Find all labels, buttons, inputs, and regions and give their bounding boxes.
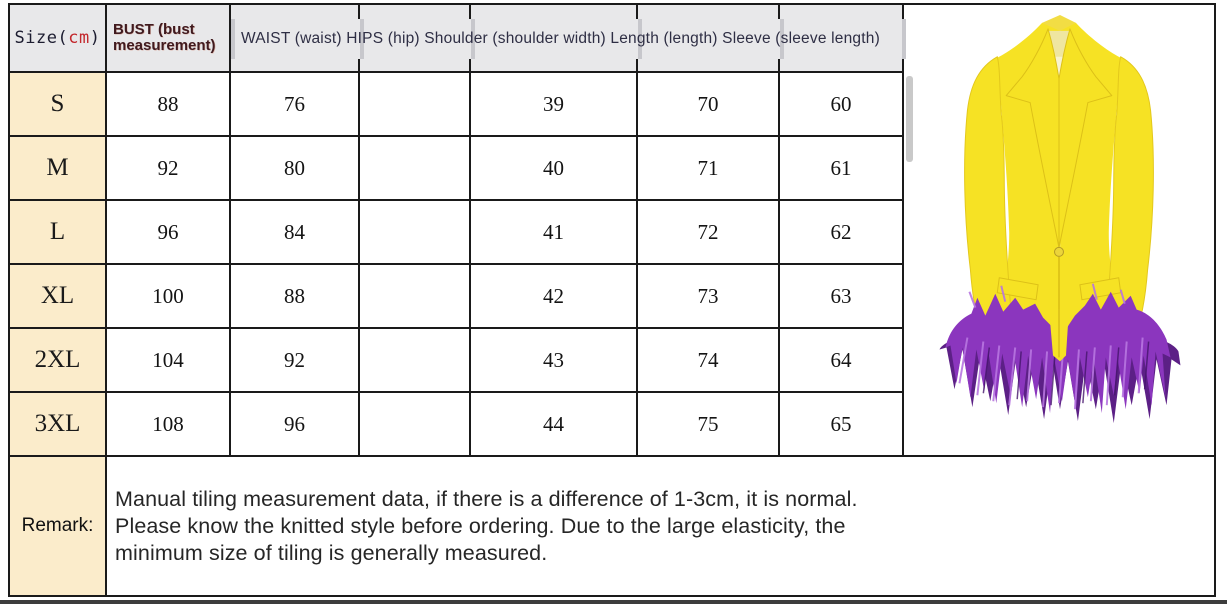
remark-line-1: Manual tiling measurement data, if there… bbox=[115, 486, 858, 511]
yellow-blazer-image bbox=[939, 14, 1181, 424]
table-row-size: 2XL bbox=[10, 329, 105, 391]
cell-waist: 88 bbox=[231, 265, 358, 327]
cell-length: 70 bbox=[638, 73, 778, 135]
cell-shoulder: 42 bbox=[471, 265, 636, 327]
cell-bust: 100 bbox=[107, 265, 229, 327]
header-bust-line2: measurement) bbox=[113, 37, 216, 54]
table-row-size: M bbox=[10, 137, 105, 199]
cell-hips bbox=[360, 137, 469, 199]
remark-line-3: minimum size of tiling is generally meas… bbox=[115, 540, 548, 565]
size-chart-table: Size(cm) BUST (bust measurement) bbox=[8, 3, 1216, 597]
header-border-smudge bbox=[231, 19, 235, 59]
cell-bust: 92 bbox=[107, 137, 229, 199]
cell-sleeve: 60 bbox=[780, 73, 902, 135]
cell-sleeve: 61 bbox=[780, 137, 902, 199]
cell-hips bbox=[360, 201, 469, 263]
remark-line-2: Please know the knitted style before ord… bbox=[115, 513, 846, 538]
cell-length: 72 bbox=[638, 201, 778, 263]
header-border-smudge bbox=[638, 19, 642, 59]
product-photo bbox=[904, 5, 1214, 455]
header-border-smudge bbox=[902, 19, 906, 59]
cell-length: 73 bbox=[638, 265, 778, 327]
remark-text: Manual tiling measurement data, if there… bbox=[107, 457, 1214, 595]
cell-bust: 108 bbox=[107, 393, 229, 455]
cell-waist: 76 bbox=[231, 73, 358, 135]
cell-waist: 92 bbox=[231, 329, 358, 391]
merged-measurement-headers: WAIST (waist) HIPS (hip) Shoulder (shoul… bbox=[231, 19, 906, 59]
header-border-smudge bbox=[471, 19, 475, 59]
remark-label: Remark: bbox=[10, 457, 105, 595]
header-border-smudge bbox=[780, 19, 784, 59]
table-row-size: 3XL bbox=[10, 393, 105, 455]
header-size-suffix: ) bbox=[89, 28, 101, 48]
scrollbar-artifact bbox=[906, 76, 913, 162]
cell-hips bbox=[360, 73, 469, 135]
cell-shoulder: 43 bbox=[471, 329, 636, 391]
table-row-size: S bbox=[10, 73, 105, 135]
cell-waist: 96 bbox=[231, 393, 358, 455]
header-size-unit: cm bbox=[68, 28, 90, 48]
table-row-size: L bbox=[10, 201, 105, 263]
cell-length: 74 bbox=[638, 329, 778, 391]
cell-sleeve: 63 bbox=[780, 265, 902, 327]
header-size-cm: Size(cm) bbox=[10, 5, 105, 71]
cell-bust: 88 bbox=[107, 73, 229, 135]
header-bust-line1: BUST (bust bbox=[113, 20, 195, 38]
header-bust: BUST (bust measurement) bbox=[107, 5, 229, 71]
cell-hips bbox=[360, 393, 469, 455]
cell-hips bbox=[360, 265, 469, 327]
merged-header-text: WAIST (waist) HIPS (hip) Shoulder (shoul… bbox=[241, 30, 880, 47]
cell-sleeve: 64 bbox=[780, 329, 902, 391]
cell-bust: 96 bbox=[107, 201, 229, 263]
cell-shoulder: 41 bbox=[471, 201, 636, 263]
cell-shoulder: 40 bbox=[471, 137, 636, 199]
cell-shoulder: 44 bbox=[471, 393, 636, 455]
cell-sleeve: 65 bbox=[780, 393, 902, 455]
cell-waist: 84 bbox=[231, 201, 358, 263]
bottom-divider-line bbox=[0, 600, 1227, 604]
header-border-smudge bbox=[360, 19, 364, 59]
table-row-size: XL bbox=[10, 265, 105, 327]
cell-bust: 104 bbox=[107, 329, 229, 391]
cell-hips bbox=[360, 329, 469, 391]
header-size-prefix: Size( bbox=[14, 28, 69, 48]
cell-length: 75 bbox=[638, 393, 778, 455]
cell-length: 71 bbox=[638, 137, 778, 199]
cell-shoulder: 39 bbox=[471, 73, 636, 135]
cell-waist: 80 bbox=[231, 137, 358, 199]
cell-sleeve: 62 bbox=[780, 201, 902, 263]
